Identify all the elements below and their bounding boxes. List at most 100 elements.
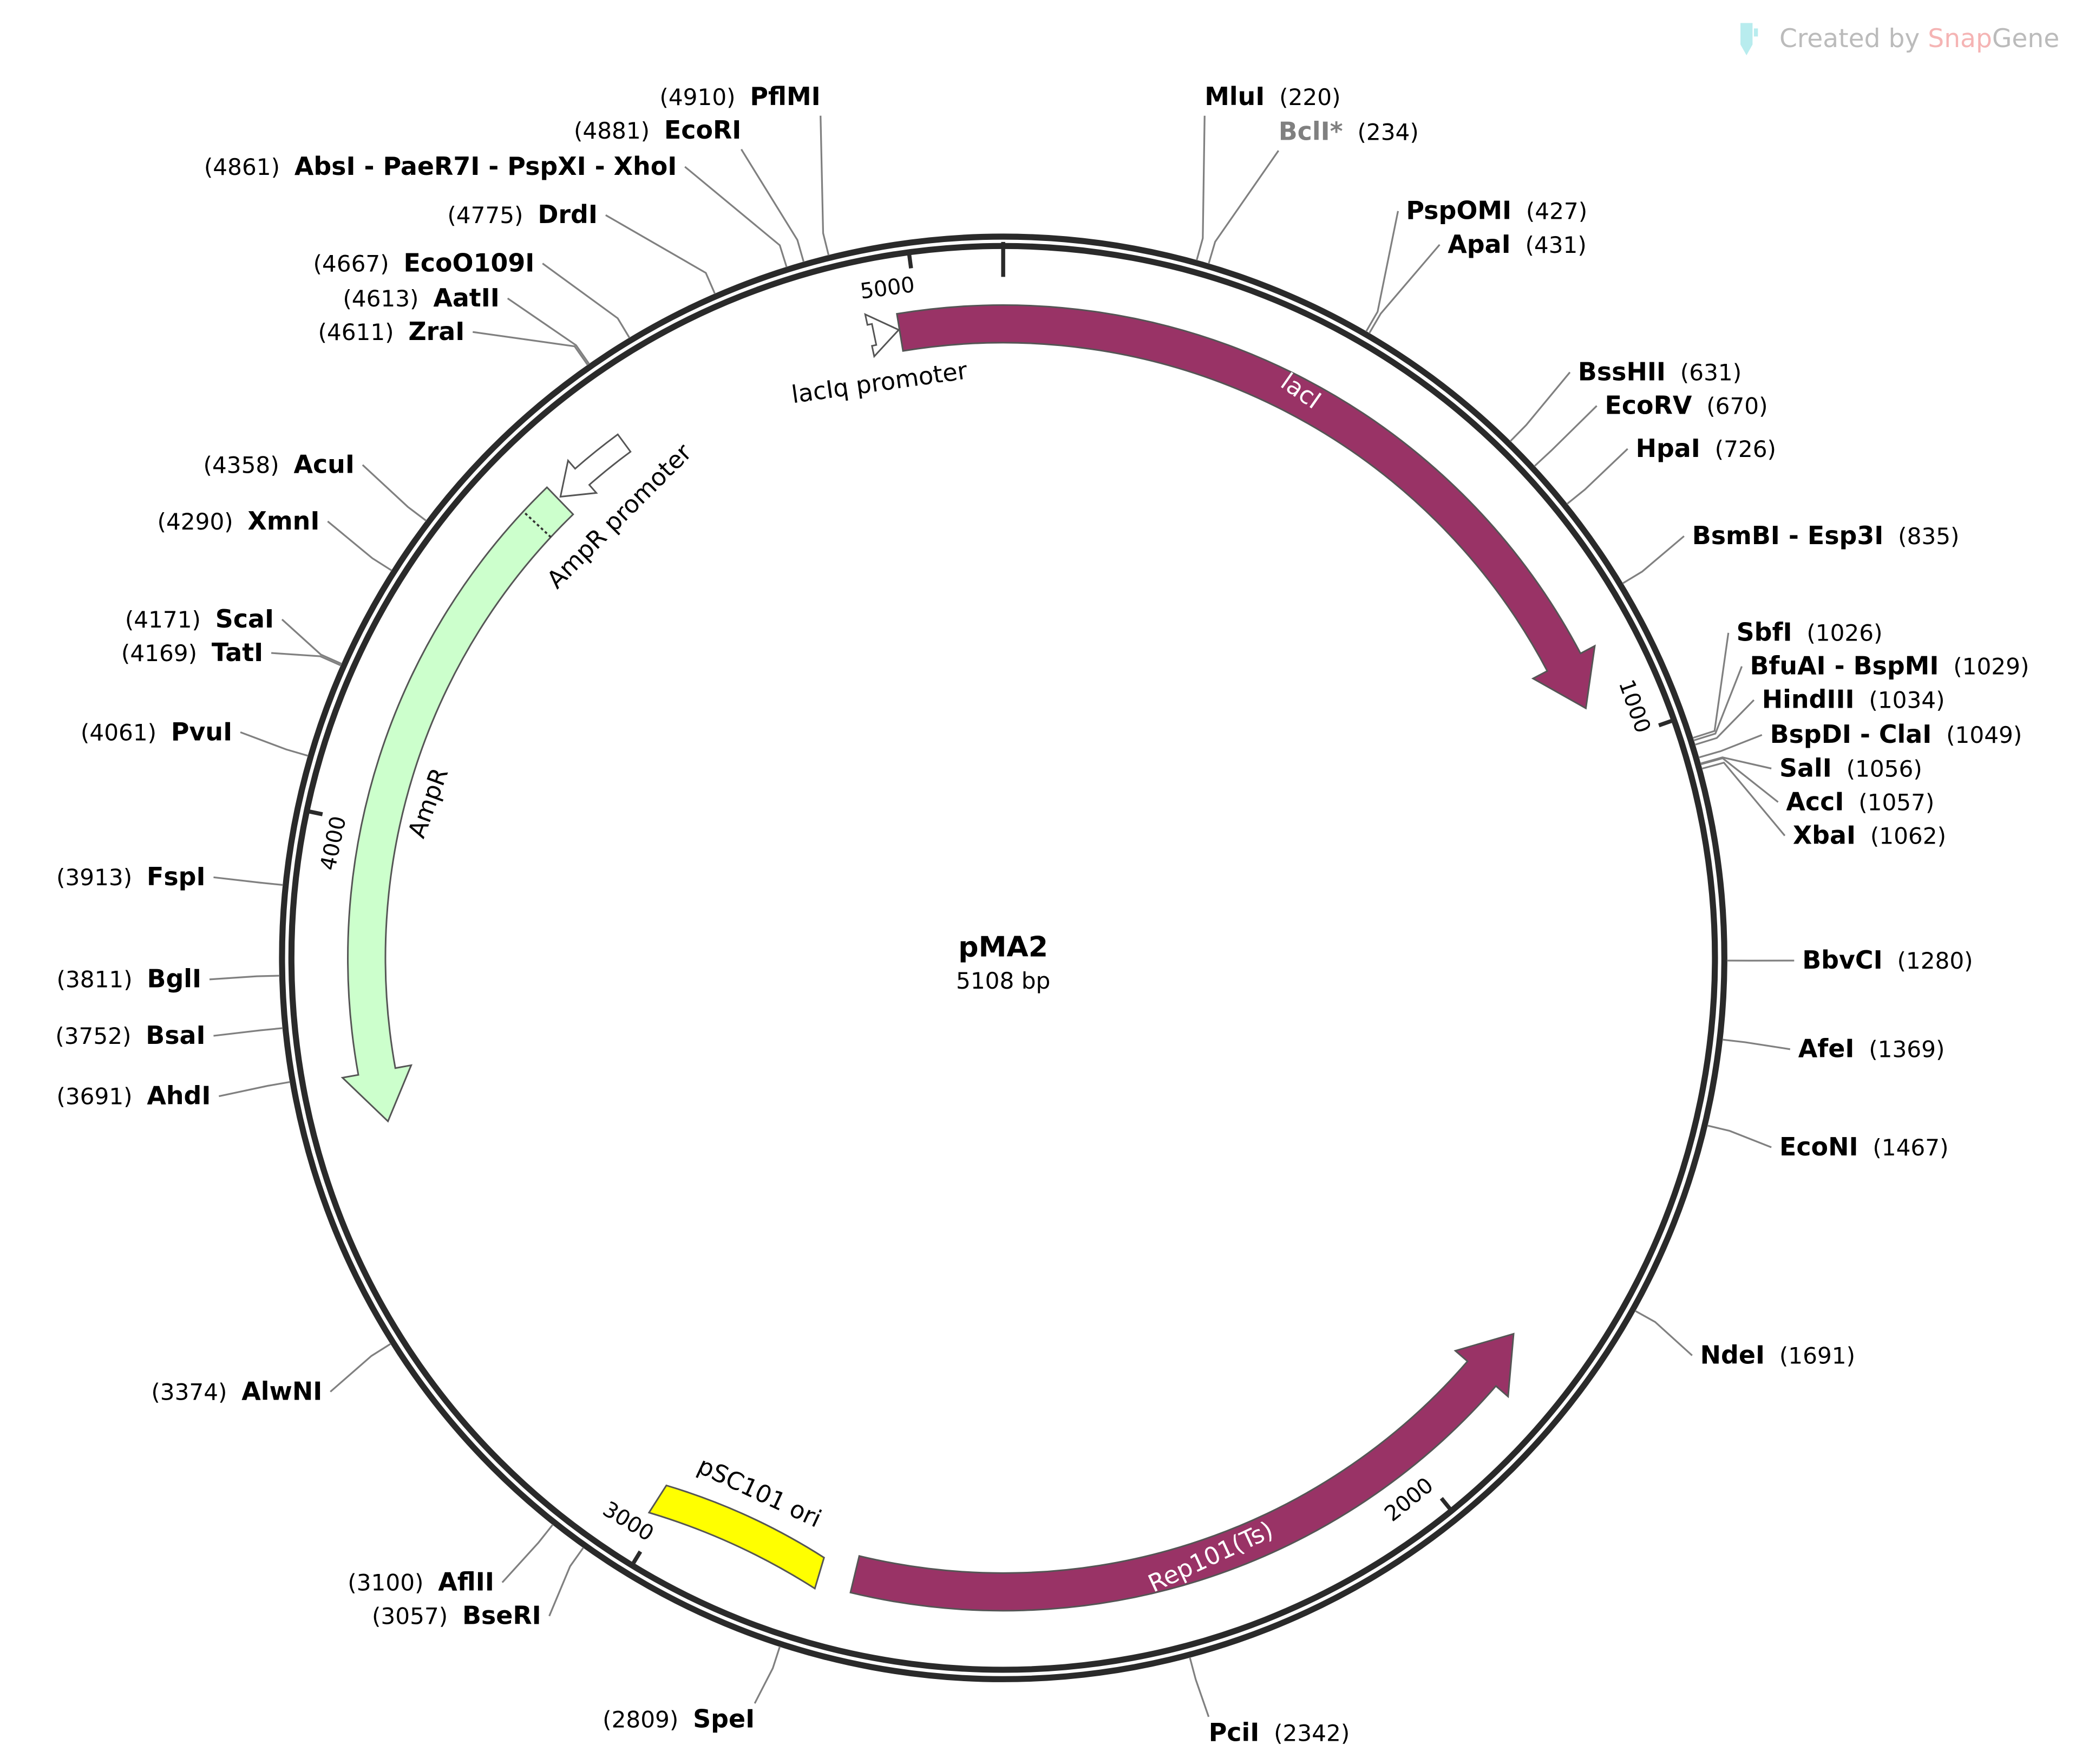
restriction-site[interactable]: (3100) AflII (348, 1524, 554, 1597)
restriction-site[interactable]: AccI (1057) (1700, 757, 1935, 816)
restriction-site[interactable]: (4861) AbsI - PaeR7I - PspXI - XhoI (204, 152, 788, 267)
enzyme-position: (3752) (55, 1023, 146, 1049)
feature-laciq-promoter (864, 313, 900, 358)
site-leader-line (1700, 757, 1779, 803)
feature-laci (896, 304, 1596, 710)
enzyme-name: AatII (433, 283, 500, 312)
restriction-site[interactable]: BbvCI (1280) (1727, 945, 1973, 975)
restriction-site[interactable]: ApaI (431) (1368, 230, 1587, 334)
restriction-site[interactable]: HpaI (726) (1566, 434, 1776, 505)
site-leader-line (1509, 371, 1571, 442)
restriction-site[interactable]: MluI (220) (1196, 82, 1341, 261)
site-label: (4881) EcoRI (574, 115, 741, 145)
site-leader-line (684, 166, 788, 267)
restriction-site[interactable]: (4169) TatI (121, 638, 342, 667)
enzyme-name: XmnI (248, 506, 320, 535)
enzyme-name: MluI (1204, 82, 1265, 111)
site-label: (4169) TatI (121, 638, 263, 667)
enzyme-position: (4775) (447, 202, 538, 228)
feature-ampr-promoter (559, 433, 632, 498)
enzyme-position: (4171) (125, 606, 215, 633)
enzyme-position: (3811) (57, 966, 147, 993)
site-label: BclI* (234) (1279, 116, 1419, 146)
site-leader-line (1700, 756, 1772, 769)
enzyme-name: AcuI (293, 450, 354, 479)
enzyme-position: (4667) (313, 250, 403, 277)
restriction-site[interactable]: AfeI (1369) (1722, 1034, 1945, 1063)
enzyme-position: (4169) (121, 640, 212, 667)
site-leader-line (1208, 150, 1280, 264)
enzyme-position: (4613) (343, 285, 433, 312)
restriction-site[interactable]: (3752) BsaI (55, 1021, 283, 1050)
restriction-site[interactable]: (3057) BseRI (372, 1547, 584, 1630)
site-leader-line (1701, 761, 1786, 837)
enzyme-name: XbaI (1793, 820, 1856, 850)
enzyme-position: (1026) (1792, 620, 1883, 646)
site-label: SalI (1056) (1779, 753, 1922, 782)
site-leader-line (754, 1646, 781, 1704)
site-label: (4910) PflMI (659, 82, 820, 111)
enzyme-position: (631) (1666, 359, 1742, 386)
enzyme-name: AccI (1786, 787, 1844, 816)
restriction-site[interactable]: BsmBI - Esp3I (835) (1622, 521, 1960, 584)
restriction-site[interactable]: (4881) EcoRI (574, 115, 805, 263)
restriction-site[interactable]: BfuAI - BspMI (1029) (1693, 651, 2029, 742)
enzyme-position: (1691) (1765, 1342, 1855, 1369)
site-leader-line (1622, 535, 1685, 584)
enzyme-name: HpaI (1636, 434, 1700, 463)
enzyme-name: TatI (212, 638, 263, 667)
site-leader-line (741, 148, 805, 263)
enzyme-name: BsaI (146, 1021, 205, 1050)
restriction-site[interactable]: (3691) AhdI (56, 1081, 291, 1110)
restriction-site[interactable]: (4910) PflMI (659, 82, 830, 256)
enzyme-position: (3691) (56, 1083, 147, 1110)
restriction-site[interactable]: (4061) PvuI (81, 717, 309, 757)
restriction-site[interactable]: SbfI (1026) (1692, 618, 1883, 739)
restriction-site[interactable]: (4358) AcuI (204, 450, 427, 522)
restriction-site[interactable]: (4775) DrdI (447, 200, 716, 295)
site-leader-line (327, 520, 392, 572)
restriction-site[interactable]: BspDI - ClaI (1049) (1698, 720, 2022, 759)
site-leader-line (820, 115, 830, 256)
restriction-site[interactable]: HindIII (1034) (1694, 685, 1945, 746)
site-label: AccI (1057) (1786, 787, 1934, 816)
restriction-site[interactable]: (4613) AatII (343, 283, 590, 365)
enzyme-name: BspDI - ClaI (1770, 720, 1932, 749)
restriction-site[interactable]: (4171) ScaI (125, 604, 342, 665)
site-label: BspDI - ClaI (1049) (1770, 720, 2022, 749)
tick-mark (907, 254, 913, 269)
site-leader-line (1698, 734, 1763, 759)
restriction-site[interactable]: (4667) EcoO109I (313, 248, 631, 338)
restriction-site[interactable]: (4290) XmnI (158, 506, 392, 572)
site-label: (3811) BglI (57, 964, 202, 994)
enzyme-position: (4611) (318, 319, 408, 345)
restriction-site[interactable]: SalI (1056) (1700, 753, 1922, 782)
restriction-site[interactable]: XbaI (1062) (1701, 761, 1946, 850)
restriction-site[interactable]: EcoRV (670) (1534, 390, 1768, 467)
restriction-site[interactable]: PciI (2342) (1189, 1657, 1350, 1747)
restriction-site[interactable]: (4611) ZraI (318, 317, 588, 366)
enzyme-position: (1369) (1854, 1036, 1945, 1063)
enzyme-position: (1056) (1832, 755, 1922, 782)
site-leader-line (548, 1547, 584, 1617)
restriction-site[interactable]: NdeI (1691) (1634, 1310, 1855, 1369)
restriction-site[interactable]: (3913) FspI (56, 862, 283, 891)
site-label: ApaI (431) (1448, 230, 1587, 259)
site-leader-line (362, 464, 427, 522)
plasmid-name: pMA2 (958, 931, 1048, 964)
enzyme-position: (4290) (158, 508, 248, 535)
restriction-site[interactable]: (2809) SpeI (603, 1646, 781, 1734)
enzyme-position: (2809) (603, 1707, 693, 1733)
restriction-site[interactable]: PspOMI (427) (1365, 196, 1588, 332)
site-leader-line (209, 975, 280, 981)
enzyme-position: (4061) (81, 719, 171, 746)
restriction-site[interactable]: (3374) AlwNI (151, 1343, 391, 1406)
restriction-site[interactable]: EcoNI (1467) (1707, 1125, 1949, 1161)
restriction-site[interactable]: BssHII (631) (1509, 357, 1742, 442)
enzyme-name: BssHII (1578, 357, 1666, 386)
restriction-site[interactable]: BclI* (234) (1208, 116, 1419, 264)
site-label: (4061) PvuI (81, 717, 232, 746)
restriction-site[interactable]: (3811) BglI (57, 964, 280, 994)
enzyme-name: BsmBI - Esp3I (1692, 521, 1884, 550)
